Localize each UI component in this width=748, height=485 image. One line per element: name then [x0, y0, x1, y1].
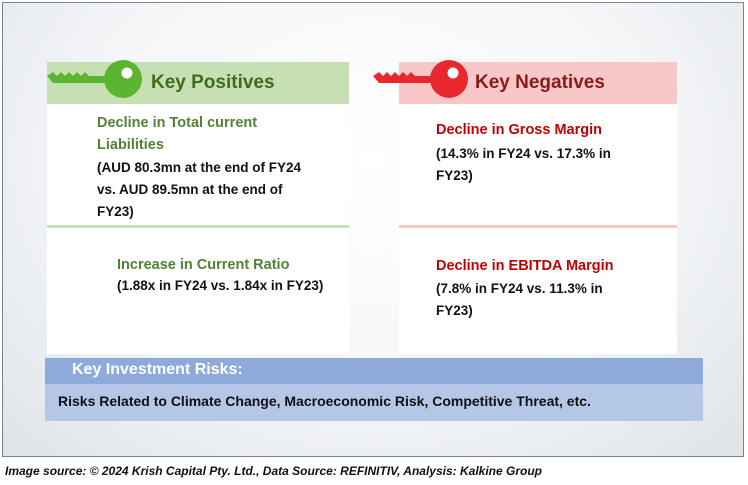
key-negatives-card: Key Negatives Decline in Gross Margin (1…: [399, 62, 677, 354]
key-positives-title: Key Positives: [151, 72, 275, 93]
positive-item-1-detail-line3: FY23): [97, 204, 134, 219]
positive-item-1-detail-line2: vs. AUD 89.5mn at the end of: [97, 182, 283, 197]
key-investment-risks-title: Key Investment Risks:: [72, 361, 243, 378]
red-key-icon: [373, 60, 468, 98]
positive-item-1-detail-line1: (AUD 80.3mn at the end of FY24: [97, 160, 302, 175]
positive-item-1-title: Decline in Total current Liabilities: [97, 112, 257, 156]
negative-item-1-detail: (14.3% in FY24 vs. 17.3% in FY23): [436, 143, 611, 187]
positive-item-1-detail: (AUD 80.3mn at the end of FY24 vs. AUD 8…: [97, 157, 301, 223]
image-source-caption: Image source: © 2024 Krish Capital Pty. …: [5, 464, 542, 478]
negative-item-1-detail-line1: (14.3% in FY24 vs. 17.3% in: [436, 146, 611, 161]
negatives-divider: [399, 225, 677, 228]
key-investment-risks-body: Risks Related to Climate Change, Macroec…: [45, 384, 703, 421]
negative-item-2-title: Decline in EBITDA Margin: [436, 258, 614, 274]
negative-item-1-detail-line2: FY23): [436, 168, 473, 183]
positive-item-2-title: Increase in Current Ratio: [117, 257, 290, 273]
negative-item-2-detail-line1: (7.8% in FY24 vs. 11.3% in: [436, 281, 603, 296]
negative-item-2-detail-line2: FY23): [436, 303, 473, 318]
positive-item-1-title-line1: Decline in Total current: [97, 115, 258, 131]
positive-item-1-title-line2: Liabilities: [97, 137, 164, 153]
negative-item-1-title: Decline in Gross Margin: [436, 122, 602, 138]
green-key-icon: [47, 60, 142, 98]
key-negatives-title: Key Negatives: [475, 72, 605, 93]
key-investment-risks-text: Risks Related to Climate Change, Macroec…: [58, 393, 591, 409]
positives-divider: [47, 225, 349, 228]
negative-item-2-detail: (7.8% in FY24 vs. 11.3% in FY23): [436, 278, 603, 322]
positive-item-2-detail: (1.88x in FY24 vs. 1.84x in FY23): [117, 278, 324, 293]
key-investment-risks-header: Key Investment Risks:: [45, 358, 703, 384]
key-positives-card: Key Positives Decline in Total current L…: [47, 62, 349, 354]
